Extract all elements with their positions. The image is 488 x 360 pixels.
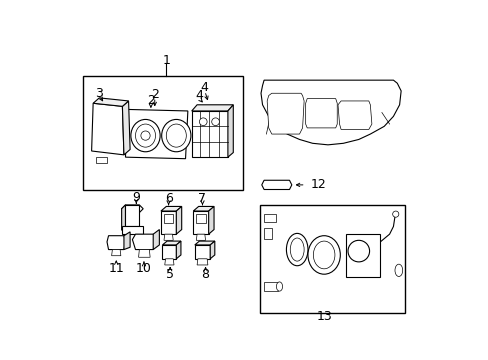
Polygon shape	[138, 249, 150, 257]
Polygon shape	[93, 98, 128, 106]
Bar	[196, 214, 205, 223]
Text: 6: 6	[164, 192, 172, 205]
Bar	[264, 214, 276, 222]
Polygon shape	[176, 206, 182, 234]
Ellipse shape	[135, 124, 155, 147]
Polygon shape	[122, 205, 143, 213]
Bar	[264, 282, 277, 291]
Polygon shape	[196, 234, 205, 240]
Bar	[96, 157, 107, 163]
Ellipse shape	[313, 241, 334, 269]
Polygon shape	[261, 180, 291, 189]
Polygon shape	[261, 80, 400, 145]
Ellipse shape	[286, 233, 307, 266]
Polygon shape	[161, 211, 176, 234]
Ellipse shape	[307, 236, 340, 274]
Polygon shape	[162, 245, 176, 259]
Text: 11: 11	[108, 261, 124, 275]
Ellipse shape	[166, 124, 186, 147]
Bar	[345, 234, 380, 276]
Polygon shape	[153, 230, 159, 249]
Polygon shape	[122, 226, 143, 234]
Circle shape	[199, 118, 207, 126]
Polygon shape	[107, 236, 125, 249]
Polygon shape	[161, 206, 182, 211]
Ellipse shape	[394, 264, 402, 276]
Text: 5: 5	[166, 268, 174, 281]
Ellipse shape	[162, 120, 190, 152]
Text: 7: 7	[198, 192, 206, 205]
Text: 2: 2	[147, 94, 155, 107]
Polygon shape	[91, 103, 123, 155]
Bar	[264, 228, 271, 239]
Polygon shape	[191, 105, 233, 111]
Polygon shape	[337, 101, 371, 130]
Polygon shape	[125, 109, 187, 159]
Text: 4: 4	[201, 81, 208, 94]
Text: 10: 10	[136, 261, 152, 275]
Text: 2: 2	[150, 87, 159, 100]
Text: 4: 4	[195, 89, 203, 102]
Bar	[260, 205, 404, 313]
Circle shape	[347, 240, 369, 262]
Ellipse shape	[276, 282, 282, 291]
Ellipse shape	[290, 238, 304, 261]
Polygon shape	[125, 205, 139, 226]
Polygon shape	[193, 206, 214, 211]
Text: 3: 3	[95, 87, 103, 100]
Polygon shape	[197, 259, 207, 265]
Polygon shape	[122, 101, 130, 155]
Polygon shape	[162, 241, 181, 245]
Bar	[163, 214, 173, 223]
Polygon shape	[305, 99, 337, 128]
Text: 13: 13	[316, 310, 331, 323]
Circle shape	[211, 118, 219, 126]
Polygon shape	[208, 206, 214, 234]
Ellipse shape	[131, 120, 160, 152]
Polygon shape	[191, 111, 227, 157]
Polygon shape	[210, 241, 214, 259]
Polygon shape	[266, 93, 304, 134]
Polygon shape	[122, 205, 125, 230]
Polygon shape	[163, 234, 173, 240]
Text: 8: 8	[201, 268, 209, 281]
Polygon shape	[111, 249, 121, 256]
Polygon shape	[194, 245, 210, 259]
Circle shape	[141, 131, 150, 140]
Polygon shape	[176, 241, 181, 259]
Polygon shape	[194, 241, 214, 245]
Polygon shape	[123, 232, 130, 249]
Polygon shape	[193, 211, 208, 234]
Text: 12: 12	[310, 178, 325, 192]
Polygon shape	[164, 259, 174, 265]
Text: 9: 9	[132, 191, 140, 204]
Text: 1: 1	[162, 54, 170, 67]
Polygon shape	[132, 234, 156, 249]
Circle shape	[392, 211, 398, 217]
Polygon shape	[227, 105, 233, 157]
Bar	[83, 76, 243, 189]
